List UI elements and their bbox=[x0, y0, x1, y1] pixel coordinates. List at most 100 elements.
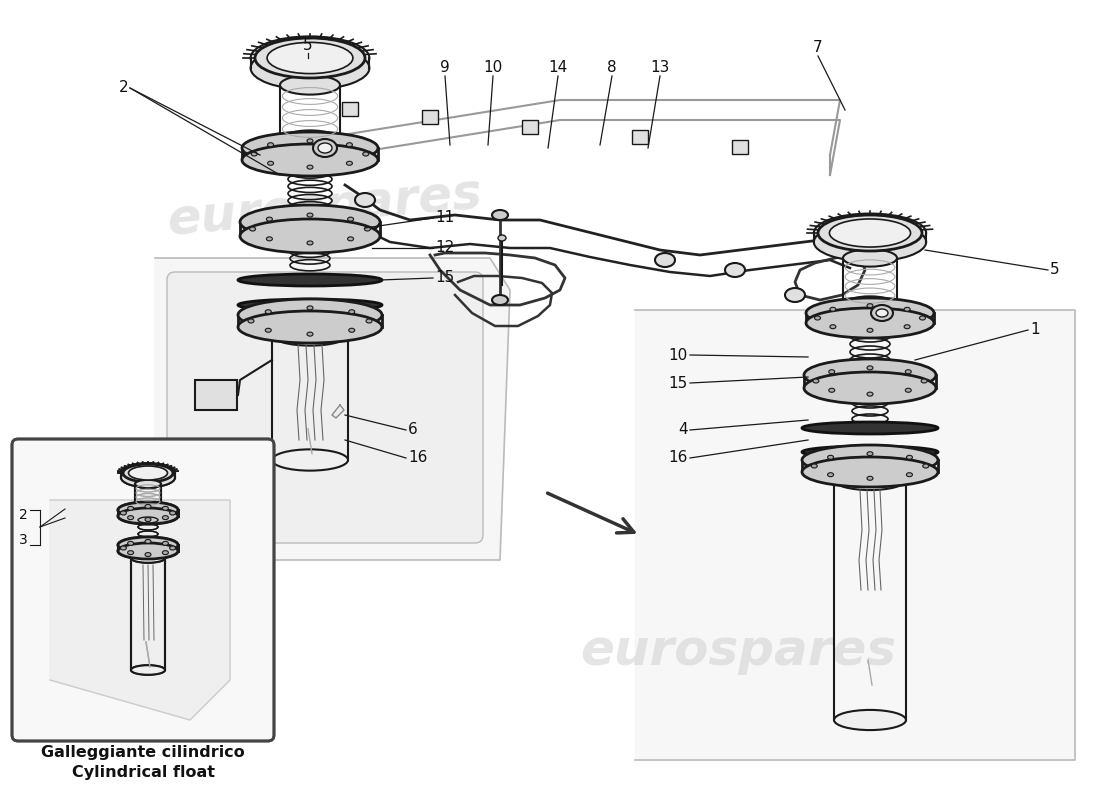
Ellipse shape bbox=[307, 306, 314, 310]
Text: 16: 16 bbox=[669, 450, 688, 466]
Ellipse shape bbox=[169, 546, 176, 550]
Ellipse shape bbox=[843, 250, 896, 266]
Ellipse shape bbox=[145, 505, 151, 509]
Ellipse shape bbox=[121, 463, 175, 482]
Ellipse shape bbox=[843, 296, 896, 314]
Text: 5: 5 bbox=[304, 38, 312, 53]
Ellipse shape bbox=[128, 506, 133, 510]
Text: 10: 10 bbox=[483, 61, 503, 75]
Ellipse shape bbox=[920, 316, 925, 320]
Text: eurospares: eurospares bbox=[165, 170, 484, 245]
Ellipse shape bbox=[145, 539, 151, 543]
Ellipse shape bbox=[248, 319, 254, 323]
Ellipse shape bbox=[827, 455, 834, 459]
Ellipse shape bbox=[135, 480, 161, 488]
Text: 9: 9 bbox=[440, 61, 450, 75]
Ellipse shape bbox=[145, 539, 151, 543]
Ellipse shape bbox=[811, 464, 817, 468]
Ellipse shape bbox=[346, 162, 352, 166]
Ellipse shape bbox=[818, 215, 922, 251]
Ellipse shape bbox=[829, 307, 836, 311]
Ellipse shape bbox=[867, 366, 873, 370]
Ellipse shape bbox=[725, 263, 745, 277]
Bar bbox=[342, 102, 358, 116]
Ellipse shape bbox=[128, 550, 133, 554]
Ellipse shape bbox=[128, 542, 133, 546]
Ellipse shape bbox=[492, 210, 508, 220]
Ellipse shape bbox=[242, 132, 378, 164]
Ellipse shape bbox=[128, 542, 133, 546]
Text: eurospares: eurospares bbox=[580, 627, 896, 675]
Ellipse shape bbox=[169, 511, 176, 515]
Text: 16: 16 bbox=[408, 450, 428, 466]
Ellipse shape bbox=[131, 666, 165, 674]
Ellipse shape bbox=[145, 505, 151, 509]
Ellipse shape bbox=[120, 546, 127, 550]
Ellipse shape bbox=[163, 542, 168, 546]
FancyBboxPatch shape bbox=[12, 439, 274, 741]
Ellipse shape bbox=[267, 42, 353, 74]
Ellipse shape bbox=[163, 506, 168, 510]
Ellipse shape bbox=[163, 516, 168, 520]
Ellipse shape bbox=[867, 392, 873, 396]
Ellipse shape bbox=[135, 480, 161, 488]
Ellipse shape bbox=[251, 46, 370, 90]
Text: 10: 10 bbox=[669, 347, 688, 362]
Ellipse shape bbox=[906, 455, 912, 459]
Ellipse shape bbox=[802, 422, 938, 434]
Text: 13: 13 bbox=[650, 61, 670, 75]
Ellipse shape bbox=[251, 152, 257, 156]
Ellipse shape bbox=[265, 328, 272, 332]
Ellipse shape bbox=[904, 325, 910, 329]
Ellipse shape bbox=[272, 324, 348, 346]
Ellipse shape bbox=[120, 546, 127, 550]
Ellipse shape bbox=[827, 473, 834, 477]
Ellipse shape bbox=[307, 332, 314, 336]
Ellipse shape bbox=[265, 310, 272, 314]
Text: 5: 5 bbox=[1050, 262, 1059, 278]
Ellipse shape bbox=[242, 144, 378, 176]
Text: 15: 15 bbox=[669, 375, 688, 390]
Ellipse shape bbox=[118, 537, 178, 553]
Ellipse shape bbox=[163, 516, 168, 520]
Ellipse shape bbox=[905, 388, 911, 392]
Ellipse shape bbox=[806, 308, 934, 338]
Text: 2: 2 bbox=[119, 81, 128, 95]
Ellipse shape bbox=[238, 299, 382, 311]
Ellipse shape bbox=[804, 359, 936, 391]
Polygon shape bbox=[155, 258, 510, 560]
Ellipse shape bbox=[169, 511, 176, 515]
Ellipse shape bbox=[118, 543, 178, 559]
Ellipse shape bbox=[349, 310, 354, 314]
Ellipse shape bbox=[267, 162, 274, 166]
Ellipse shape bbox=[307, 165, 314, 169]
Ellipse shape bbox=[129, 466, 167, 480]
Ellipse shape bbox=[498, 235, 506, 241]
Ellipse shape bbox=[135, 502, 161, 510]
Ellipse shape bbox=[238, 274, 382, 286]
Text: 1: 1 bbox=[1030, 322, 1040, 338]
Ellipse shape bbox=[251, 36, 370, 80]
Ellipse shape bbox=[785, 288, 805, 302]
Ellipse shape bbox=[266, 217, 273, 221]
Ellipse shape bbox=[250, 227, 255, 231]
Ellipse shape bbox=[921, 379, 927, 383]
Ellipse shape bbox=[131, 554, 165, 562]
Ellipse shape bbox=[118, 537, 178, 553]
Ellipse shape bbox=[145, 553, 151, 557]
Ellipse shape bbox=[802, 457, 938, 487]
Text: 6: 6 bbox=[408, 422, 418, 438]
Ellipse shape bbox=[123, 464, 173, 482]
Ellipse shape bbox=[829, 325, 836, 329]
Ellipse shape bbox=[121, 468, 175, 487]
Ellipse shape bbox=[813, 379, 818, 383]
Ellipse shape bbox=[135, 502, 161, 510]
Ellipse shape bbox=[145, 553, 151, 557]
Ellipse shape bbox=[267, 142, 274, 146]
Text: 11: 11 bbox=[434, 210, 454, 226]
Ellipse shape bbox=[120, 511, 127, 515]
Ellipse shape bbox=[266, 237, 273, 241]
Ellipse shape bbox=[366, 319, 372, 323]
Ellipse shape bbox=[131, 554, 165, 562]
Ellipse shape bbox=[307, 241, 314, 245]
